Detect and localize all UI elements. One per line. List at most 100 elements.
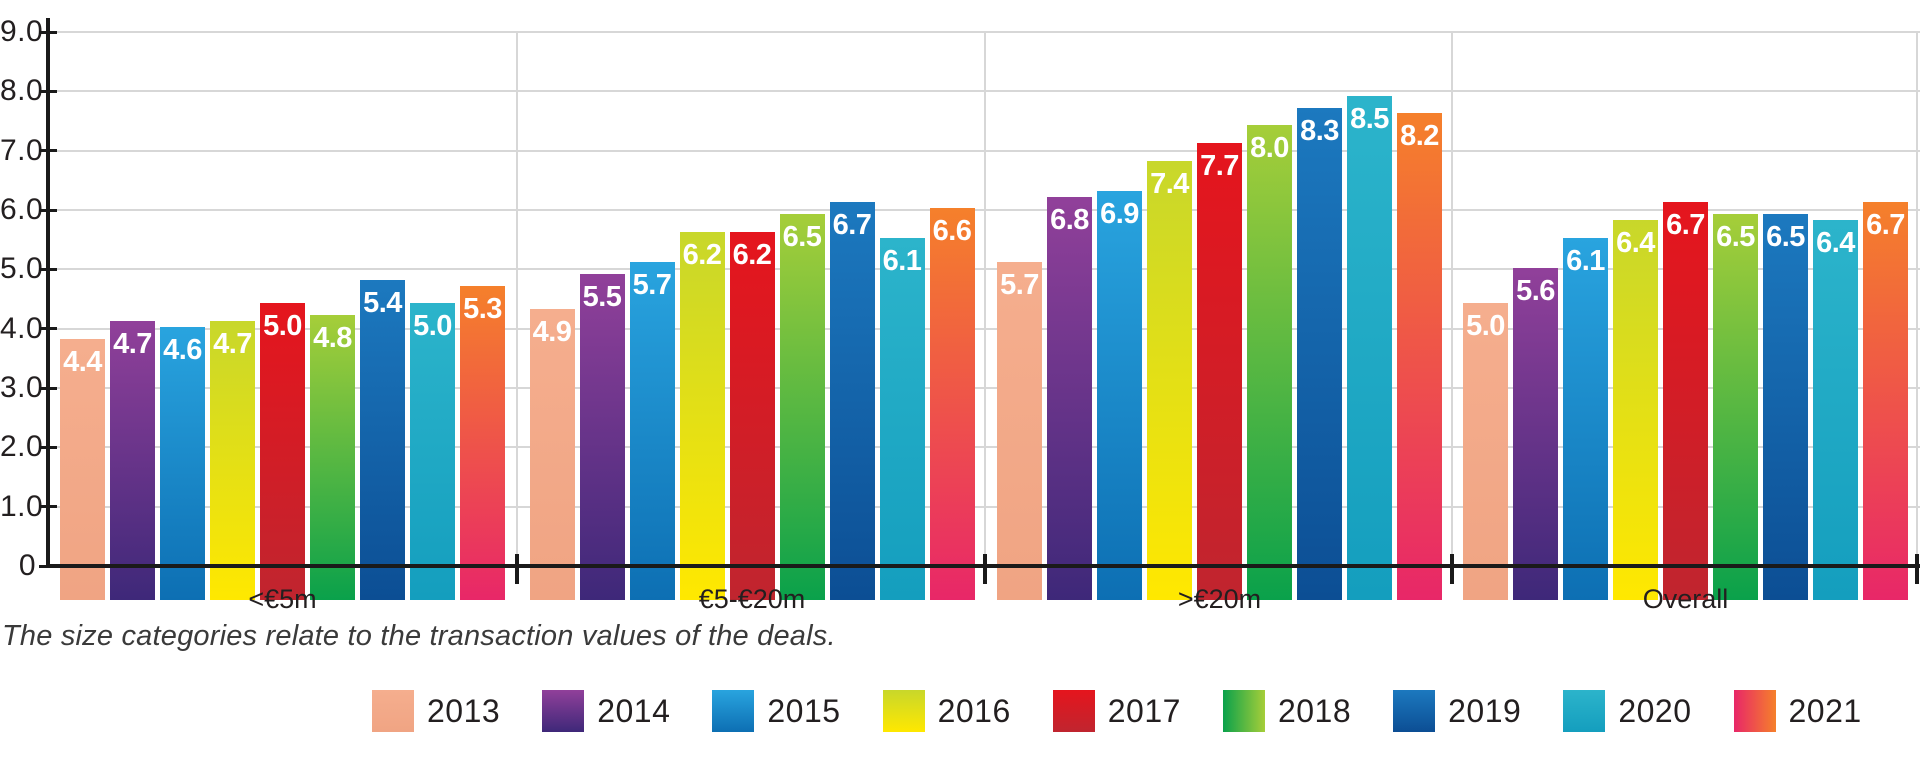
bar-value-label: 5.5: [582, 281, 622, 313]
y-axis-tick: [39, 149, 57, 153]
legend-swatch-2014: [542, 690, 585, 732]
gridline-y-2.0: [46, 446, 1920, 449]
y-axis-label: 7.0: [0, 133, 44, 167]
legend-label-2014: 2014: [597, 692, 671, 729]
category-label->€20m: >€20m: [1177, 584, 1262, 614]
gridline-y-3.0: [46, 387, 1920, 389]
legend-label-2015: 2015: [767, 692, 841, 729]
bar-2016->€20m: 7.4: [1147, 161, 1192, 600]
legend-swatch-2017: [1052, 690, 1095, 732]
y-axis-tick: [39, 505, 57, 509]
x-axis-boundary-tick: [1915, 554, 1919, 584]
bar-2017-<€5m: 5.0: [260, 303, 305, 600]
bar-value-label: 4.7: [213, 328, 252, 360]
x-axis-boundary-tick: [983, 554, 987, 584]
y-axis-tick: [39, 386, 57, 390]
gridline-y-6.0: [46, 209, 1920, 212]
bar-2013-€5-€20m: 4.9: [529, 309, 575, 600]
bar-2015->€20m: 6.9: [1097, 191, 1142, 600]
bar-value-label: 5.7: [632, 269, 672, 301]
bar-value-label: 8.2: [1400, 120, 1439, 152]
legend-label-2017: 2017: [1107, 692, 1181, 729]
group-divider-gridline: [516, 31, 518, 564]
bar-value-label: 6.4: [1816, 227, 1855, 259]
bar-2017-€5-€20m: 6.2: [729, 232, 775, 600]
bar-group-€5-€20m: 4.9 5.5 5.7 6.2 6.2 6.5 6.7 6.1 6.6: [519, 36, 985, 600]
bar-value-label: 8.0: [1250, 132, 1289, 164]
y-axis-tick: [39, 445, 57, 449]
category-label-Overall: Overall: [1642, 584, 1729, 614]
x-axis-boundary-tick: [515, 554, 519, 584]
legend-swatch-2019: [1393, 690, 1436, 732]
bar-value-label: 5.7: [1000, 269, 1039, 301]
bar-value-label: 8.3: [1300, 115, 1339, 147]
y-axis-tick: [39, 89, 57, 93]
bar-2014-<€5m: 4.7: [110, 321, 155, 600]
legend-item-2016: 2016: [882, 690, 1011, 732]
legend-item-2020: 2020: [1563, 690, 1691, 732]
bar-value-label: 6.1: [1566, 245, 1605, 277]
bar-value-label: 6.2: [682, 239, 722, 271]
y-axis-tick: [39, 564, 57, 568]
y-axis-label: 6.0: [0, 193, 44, 227]
legend-swatch-2015: [712, 690, 755, 732]
bar-chart-plot-area: 4.4 4.7 4.6 4.7 5.0 4.8 5.4 5.0 5.3 4.9 5.5 5.7 6.2 6…: [0, 17, 1920, 614]
y-axis-tick: [39, 208, 57, 212]
bar-2020-Overall: 6.4: [1813, 220, 1858, 600]
y-axis-label: 1.0: [0, 489, 44, 523]
group-divider-gridline: [1451, 31, 1453, 564]
footnote: The size categories relate to the transa…: [2, 620, 836, 652]
bar-value-label: 6.1: [882, 245, 922, 277]
bar-value-label: 8.5: [1350, 103, 1389, 135]
bar-value-label: 7.7: [1200, 150, 1239, 182]
bar-2013-Overall: 5.0: [1463, 303, 1508, 600]
bar-2020->€20m: 8.5: [1347, 96, 1392, 600]
bar-2020-€5-€20m: 6.1: [879, 238, 925, 600]
legend-swatch-2020: [1563, 690, 1606, 732]
category-label-€5-€20m: €5-€20m: [698, 584, 806, 614]
legend-item-2013: 2013: [372, 690, 500, 732]
bar-2016-€5-€20m: 6.2: [679, 232, 725, 600]
bar-2014->€20m: 6.8: [1047, 197, 1092, 600]
y-axis-label: 8.0: [0, 74, 44, 108]
bar-2020-<€5m: 5.0: [410, 303, 455, 600]
bar-2018-Overall: 6.5: [1713, 214, 1758, 600]
bar-2013->€20m: 5.7: [997, 262, 1042, 600]
category-label-<€5m: <€5m: [248, 584, 317, 614]
bar-value-label: 5.0: [1466, 310, 1505, 342]
bar-2021->€20m: 8.2: [1397, 113, 1442, 600]
legend-label-2019: 2019: [1448, 692, 1522, 729]
bar-value-label: 6.7: [1666, 209, 1705, 241]
legend-label-2013: 2013: [427, 692, 501, 729]
bar-2018-€5-€20m: 6.5: [779, 214, 825, 600]
gridline-y-1.0: [46, 505, 1920, 508]
bar-value-label: 4.7: [113, 328, 152, 360]
bar-value-label: 4.8: [313, 322, 352, 354]
group-divider-gridline: [1916, 31, 1918, 564]
bar-value-label: 5.0: [413, 310, 452, 342]
x-axis-boundary-tick: [1450, 554, 1454, 584]
legend-item-2018: 2018: [1222, 690, 1352, 732]
legend-label-2020: 2020: [1618, 692, 1692, 729]
y-axis-label: 5.0: [0, 252, 44, 286]
bar-group-<€5m: 4.4 4.7 4.6 4.7 5.0 4.8 5.4 5.0 5.3: [48, 36, 517, 600]
legend-item-2017: 2017: [1052, 690, 1181, 732]
y-axis-tick: [39, 327, 57, 331]
legend-label-2018: 2018: [1277, 692, 1352, 729]
gridline-y-7.0: [46, 149, 1920, 152]
bar-value-label: 4.6: [163, 334, 202, 366]
bar-value-label: 6.7: [1866, 209, 1905, 241]
bar-2014-Overall: 5.6: [1513, 268, 1558, 600]
bar-group-Overall: 5.0 5.6 6.1 6.4 6.7 6.5 6.5 6.4 6.7: [1454, 36, 1917, 600]
bar-value-label: 6.8: [1050, 204, 1089, 236]
bar-2015-€5-€20m: 5.7: [629, 262, 675, 600]
bar-2013-<€5m: 4.4: [60, 339, 105, 600]
bar-2018-<€5m: 4.8: [310, 315, 355, 600]
bar-value-label: 7.4: [1150, 168, 1189, 200]
y-axis-label: 0: [18, 549, 36, 582]
bar-2017-Overall: 6.7: [1663, 202, 1708, 600]
bar-value-label: 5.4: [363, 287, 402, 319]
bar-value-label: 4.9: [532, 316, 572, 348]
bar-value-label: 6.2: [732, 239, 772, 271]
